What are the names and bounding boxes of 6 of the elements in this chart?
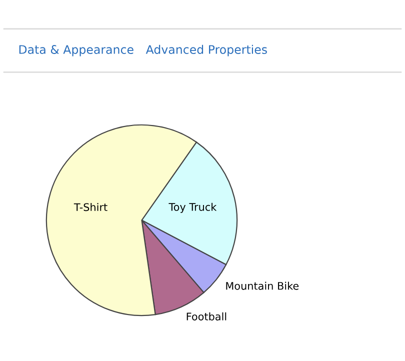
text: Data & Appearance	[19, 45, 134, 56]
text: Advanced Properties	[146, 44, 267, 56]
slice-label: T-Shirt	[74, 203, 108, 212]
slice-label: Mountain Bike	[226, 282, 299, 290]
slice-label: Toy Truck	[168, 202, 217, 213]
slice-label: Football	[186, 312, 226, 320]
